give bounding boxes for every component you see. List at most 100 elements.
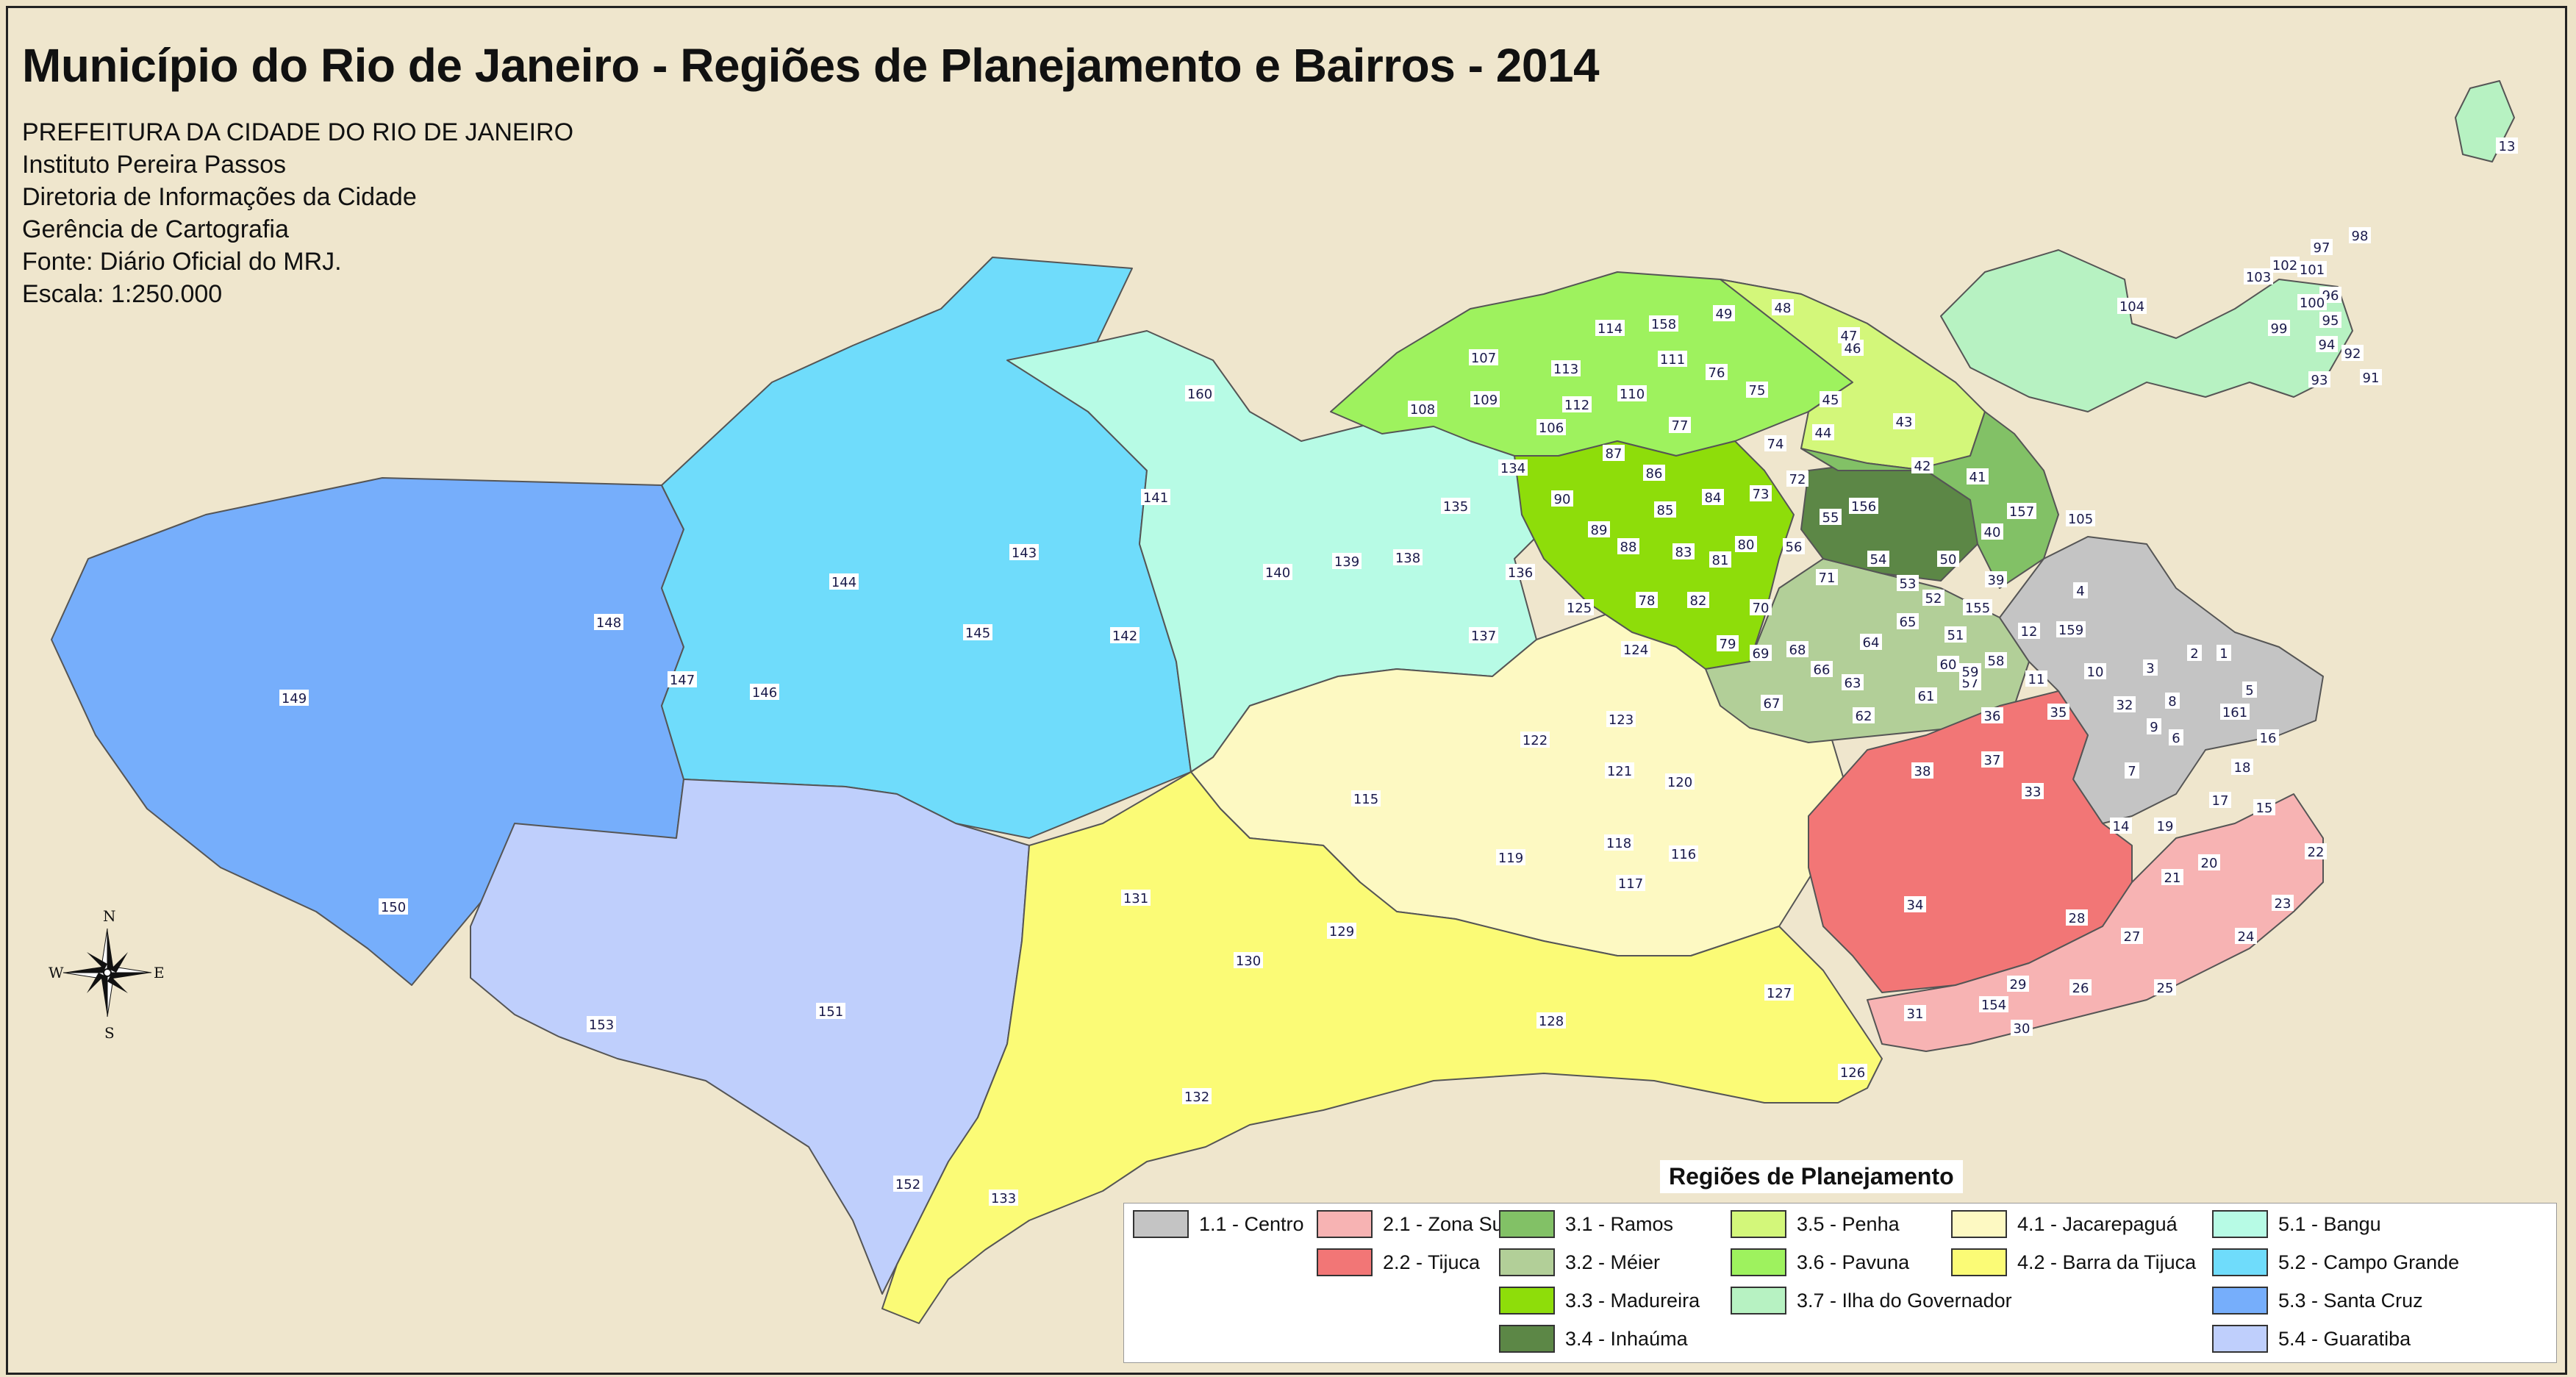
neighborhood-label-bg <box>2244 268 2273 285</box>
neighborhood-label: 75 <box>1749 383 1766 398</box>
compass-north: N <box>103 907 116 925</box>
neighborhood-label: 52 <box>1925 591 1942 607</box>
neighborhood-label-bg <box>1937 656 1959 672</box>
neighborhood-label: 115 <box>1353 792 1378 807</box>
neighborhood-label-bg <box>1904 1005 1926 1021</box>
legend-swatch <box>1951 1210 2007 1238</box>
neighborhood-label: 12 <box>2021 624 2038 640</box>
region-bangu <box>1006 330 1552 773</box>
neighborhood-label-bg <box>2257 729 2279 745</box>
neighborhood-label: 10 <box>2087 665 2104 680</box>
neighborhood-label: 134 <box>1500 461 1525 476</box>
neighborhood-label-bg <box>2297 294 2327 310</box>
neighborhood-label-bg <box>1408 401 1437 417</box>
neighborhood-label: 35 <box>2050 705 2067 720</box>
neighborhood-label: 9 <box>2150 720 2158 735</box>
neighborhood-label-bg <box>816 1003 845 1019</box>
neighborhood-label: 120 <box>1667 775 1692 790</box>
neighborhood-label-bg <box>1469 627 1498 643</box>
neighborhood-label: 150 <box>381 900 406 915</box>
neighborhood-label: 137 <box>1471 629 1496 644</box>
neighborhood-label-bg <box>1867 551 1889 567</box>
legend-label: 4.2 - Barra da Tijuca <box>2017 1251 2197 1273</box>
neighborhood-label: 87 <box>1606 446 1622 462</box>
neighborhood-label-bg <box>1922 590 1944 606</box>
legend-item: 3.1 - Ramos <box>1499 1208 1673 1240</box>
neighborhood-label-bg <box>1564 599 1594 615</box>
neighborhood-label-bg <box>1764 984 1794 1001</box>
neighborhood-label: 60 <box>1940 657 1957 673</box>
legend-item: 5.3 - Santa Cruz <box>2212 1284 2423 1317</box>
neighborhood-label-bg <box>1764 435 1786 451</box>
neighborhood-label: 91 <box>2363 371 2380 386</box>
neighborhood-label: 81 <box>1712 553 1729 568</box>
neighborhood-label: 119 <box>1498 851 1523 866</box>
neighborhood-label-bg <box>1820 391 1842 407</box>
neighborhood-label-bg <box>1351 790 1381 806</box>
neighborhood-label-bg <box>594 614 623 630</box>
neighborhood-label-bg <box>893 1176 923 1192</box>
neighborhood-label-bg <box>1713 305 1735 321</box>
neighborhood-label: 88 <box>1620 540 1637 555</box>
neighborhood-label: 154 <box>1981 998 2006 1013</box>
legend-swatch <box>1731 1287 1786 1315</box>
neighborhood-label: 11 <box>2028 672 2045 687</box>
neighborhood-label-bg <box>1621 641 1650 657</box>
neighborhood-label-bg <box>989 1190 1018 1206</box>
neighborhood-label-bg <box>2308 371 2330 387</box>
neighborhood-label: 4 <box>2076 584 2084 599</box>
neighborhood-label-bg <box>1234 952 1263 968</box>
legend-swatch <box>2212 1248 2268 1276</box>
neighborhood-label-bg <box>1937 551 1959 567</box>
neighborhood-label: 132 <box>1184 1090 1209 1105</box>
neighborhood-label: 111 <box>1660 352 1685 368</box>
neighborhood-label: 109 <box>1473 393 1498 408</box>
legend-swatch <box>2212 1325 2268 1353</box>
neighborhood-label-bg <box>1185 385 1214 401</box>
neighborhood-label: 13 <box>2499 139 2516 154</box>
neighborhood-label-bg <box>1842 674 1864 690</box>
neighborhood-label: 39 <box>1988 573 2005 588</box>
neighborhood-label-bg <box>1617 385 1647 401</box>
neighborhood-label: 67 <box>1764 696 1781 712</box>
neighborhood-label: 50 <box>1940 552 1957 568</box>
neighborhood-label-bg <box>2143 659 2158 676</box>
legend-label: 5.4 - Guaratiba <box>2278 1327 2411 1350</box>
legend-swatch <box>2212 1287 2268 1315</box>
neighborhood-label: 5 <box>2245 683 2253 698</box>
neighborhood-label: 30 <box>2014 1021 2031 1037</box>
legend-label: 5.1 - Bangu <box>2278 1212 2381 1235</box>
neighborhood-label-bg <box>2316 336 2338 352</box>
legend-swatch <box>1499 1248 1555 1276</box>
neighborhood-label-bg <box>2154 818 2176 834</box>
neighborhood-label-bg <box>2011 1020 2033 1036</box>
legend-item: 5.4 - Guaratiba <box>2212 1323 2411 1355</box>
legend-swatch <box>1499 1325 1555 1353</box>
neighborhood-label-bg <box>1842 340 1864 356</box>
neighborhood-label-bg <box>1536 1012 1566 1029</box>
neighborhood-label-bg <box>1520 732 1550 748</box>
legend-label: 2.2 - Tijuca <box>1383 1251 1481 1273</box>
neighborhood-label: 37 <box>1984 753 2001 768</box>
neighborhood-label: 24 <box>2238 929 2255 945</box>
neighborhood-label: 84 <box>1705 490 1722 506</box>
neighborhood-label: 19 <box>2157 819 2174 834</box>
legend-label: 3.2 - Méier <box>1565 1251 1661 1273</box>
legend-label: 4.1 - Jacarepaguá <box>2017 1212 2178 1235</box>
neighborhood-label-bg <box>2056 621 2086 637</box>
neighborhood-label: 58 <box>1988 654 2005 669</box>
neighborhood-label: 23 <box>2275 896 2291 912</box>
neighborhood-label-bg <box>2069 979 2092 995</box>
neighborhood-label-bg <box>1786 641 1808 657</box>
legend-swatch <box>1731 1248 1786 1276</box>
neighborhood-label: 6 <box>2172 731 2180 746</box>
legend-item: 1.1 - Centro <box>1133 1208 1304 1240</box>
neighborhood-label: 25 <box>2157 981 2174 996</box>
legend-label: 1.1 - Centro <box>1199 1212 1304 1235</box>
neighborhood-label: 74 <box>1767 437 1784 452</box>
legend-item: 3.6 - Pavuna <box>1731 1246 1909 1278</box>
neighborhood-label-bg <box>2311 239 2333 255</box>
neighborhood-label: 54 <box>1870 552 1887 568</box>
legend-item: 5.2 - Campo Grande <box>2212 1246 2459 1278</box>
legend-swatch <box>1317 1210 1373 1238</box>
